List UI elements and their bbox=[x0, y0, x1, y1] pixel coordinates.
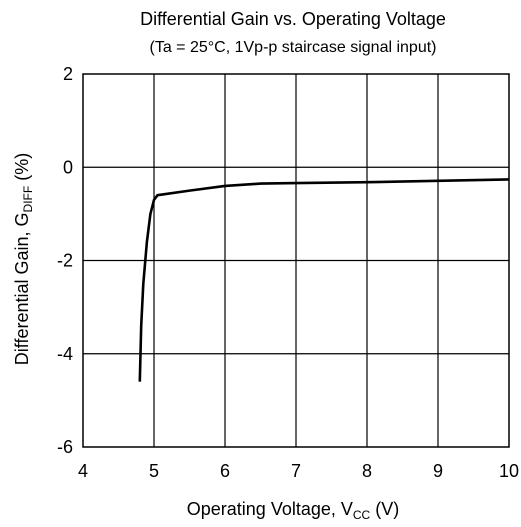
y-tick-label: -4 bbox=[57, 344, 73, 364]
x-axis-label-suffix: (V) bbox=[370, 499, 399, 519]
y-tick-label: 0 bbox=[63, 157, 73, 177]
y-axis-label-main: Differential Gain, G bbox=[12, 212, 32, 365]
y-axis-label: Differential Gain, GDIFF (%) bbox=[12, 153, 35, 365]
chart-title: Differential Gain vs. Operating Voltage bbox=[140, 9, 446, 29]
y-axis-label-suffix: (%) bbox=[12, 153, 32, 186]
x-axis-label-main: Operating Voltage, V bbox=[187, 499, 353, 519]
x-tick-label: 5 bbox=[149, 461, 159, 481]
x-tick-labels: 4 5 6 7 8 9 10 bbox=[78, 461, 519, 481]
x-axis-label-subscript: CC bbox=[353, 508, 371, 522]
x-tick-label: 4 bbox=[78, 461, 88, 481]
x-axis-label: Operating Voltage, VCC (V) bbox=[187, 499, 399, 522]
x-tick-label: 7 bbox=[291, 461, 301, 481]
plot-frame bbox=[82, 73, 510, 448]
y-tick-label: 2 bbox=[63, 64, 73, 84]
grid bbox=[83, 74, 509, 447]
y-tick-labels: 2 0 -2 -4 -6 bbox=[57, 64, 73, 457]
y-tick-label: -2 bbox=[57, 251, 73, 271]
series-line bbox=[138, 178, 510, 382]
y-tick-label: -6 bbox=[57, 437, 73, 457]
x-tick-label: 6 bbox=[220, 461, 230, 481]
chart-subtitle: (Ta = 25°C, 1Vp-p staircase signal input… bbox=[150, 39, 437, 56]
x-tick-label: 9 bbox=[433, 461, 443, 481]
x-tick-label: 8 bbox=[362, 461, 372, 481]
y-axis-label-subscript: DIFF bbox=[21, 186, 35, 213]
series-layer bbox=[138, 178, 510, 382]
x-tick-label: 10 bbox=[499, 461, 519, 481]
